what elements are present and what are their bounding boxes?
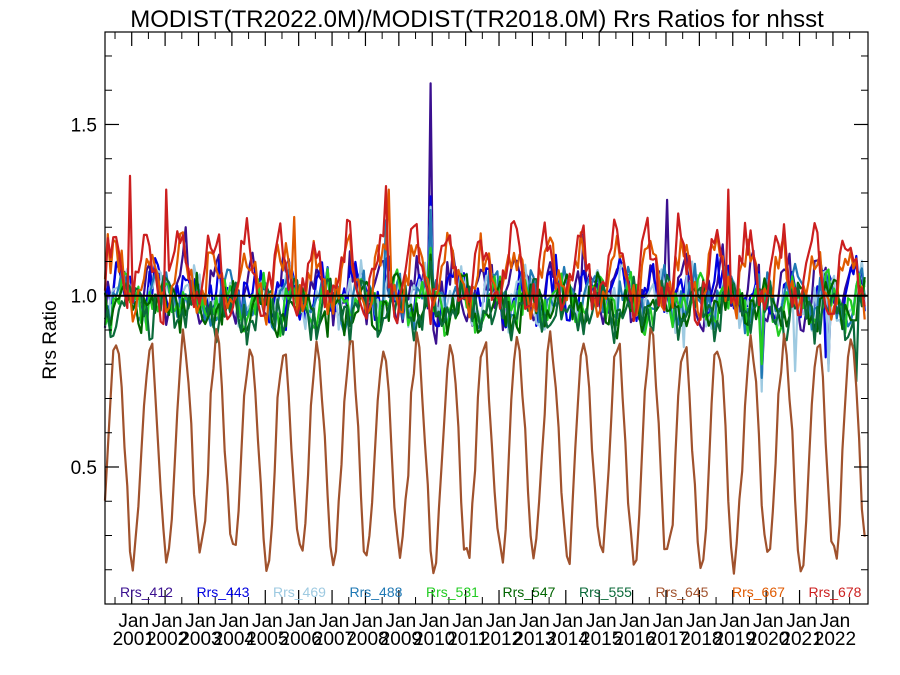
x-tick-month: Jan [252,611,283,632]
series-line-rrs-678 [103,174,866,326]
x-tick-year: 2012 [480,629,522,650]
x-tick-year: 2005 [246,629,288,650]
legend-entry-rrs-488: Rrs_488 [350,584,403,600]
x-tick-year: 2001 [113,629,155,650]
legend-entry-rrs-443: Rrs_443 [197,584,250,600]
series-layer [103,82,866,575]
legend-entry-rrs-667: Rrs_667 [732,584,785,600]
x-tick-year: 2022 [814,629,856,650]
x-tick-month: Jan [419,611,450,632]
x-tick-month: Jan [653,611,684,632]
y-tick-label: 1.5 [71,115,97,136]
x-tick-year: 2006 [280,629,322,650]
x-tick-year: 2013 [513,629,555,650]
x-tick-month: Jan [285,611,316,632]
legend-entry-rrs-531: Rrs_531 [426,584,479,600]
x-tick-year: 2018 [680,629,722,650]
x-tick-month: Jan [586,611,617,632]
x-tick-year: 2014 [547,629,590,650]
x-tick-month: Jan [452,611,483,632]
x-tick-month: Jan [386,611,417,632]
x-tick-year: 2004 [213,629,256,650]
x-tick-month: Jan [152,611,183,632]
x-tick-month: Jan [686,611,717,632]
x-tick-year: 2008 [346,629,388,650]
y-tick-label: 1.0 [71,287,97,308]
x-tick-month: Jan [619,611,650,632]
x-tick-month: Jan [352,611,383,632]
x-tick-year: 2020 [747,629,789,650]
x-tick-month: Jan [219,611,250,632]
x-tick-year: 2016 [613,629,655,650]
x-tick-year: 2009 [380,629,422,650]
y-axis-label: Rrs Ratio [40,300,61,379]
legend-entry-rrs-547: Rrs_547 [503,584,556,600]
x-tick-year: 2010 [413,629,455,650]
series-line-rrs-645 [103,327,866,575]
x-tick-year: 2002 [146,629,188,650]
y-tick-label: 0.5 [71,458,97,479]
legend-entry-rrs-555: Rrs_555 [579,584,632,600]
legend-entry-rrs-412: Rrs_412 [120,584,173,600]
x-tick-month: Jan [719,611,750,632]
x-tick-month: Jan [753,611,784,632]
x-tick-month: Jan [319,611,350,632]
x-tick-year: 2011 [447,629,488,650]
x-tick-month: Jan [552,611,583,632]
tick-layer: 0.51.01.5Jan2001Jan2002Jan2003Jan2004Jan… [71,32,868,650]
x-tick-year: 2003 [179,629,221,650]
plot-frame [104,31,869,605]
x-tick-month: Jan [118,611,149,632]
legend-entry-rrs-645: Rrs_645 [656,584,709,600]
legend-entry-rrs-469: Rrs_469 [273,584,326,600]
x-tick-year: 2007 [313,629,355,650]
x-tick-year: 2015 [580,629,622,650]
x-tick-month: Jan [185,611,216,632]
x-tick-year: 2021 [780,629,822,650]
x-tick-month: Jan [486,611,517,632]
legend: Rrs_412 Rrs_443 Rrs_469 Rrs_488 Rrs_531 Rrs_5… [120,584,862,600]
x-tick-month: Jan [786,611,817,632]
x-tick-year: 2017 [647,629,689,650]
x-tick-month: Jan [820,611,851,632]
x-tick-month: Jan [519,611,550,632]
x-tick-year: 2019 [714,629,756,650]
chart-title: MODIST(TR2022.0M)/MODIST(TR2018.0M) Rrs … [130,6,824,33]
legend-entry-rrs-678: Rrs_678 [809,584,862,600]
